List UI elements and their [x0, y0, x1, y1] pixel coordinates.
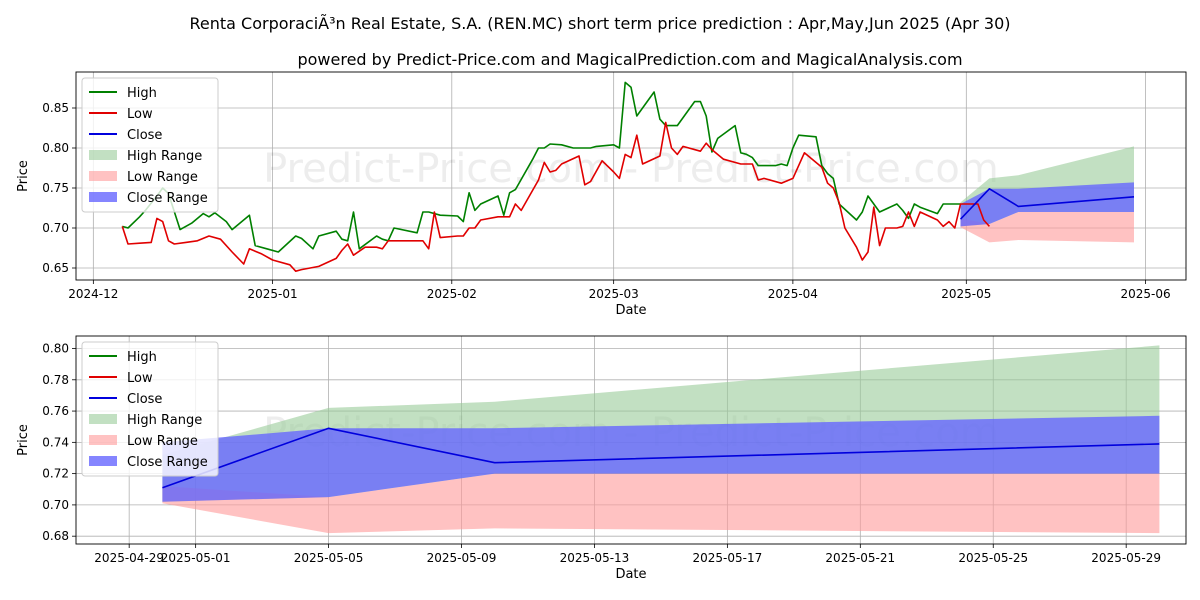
- top-panel: 2024-12 2025-01 2025-02 2025-03 2025-04 2025-…: [16, 71, 1187, 318]
- x-tick-label: 2025-02: [427, 287, 477, 301]
- x-tick-label: 2025-01: [247, 287, 297, 301]
- x-axis-label: Date: [615, 567, 646, 582]
- x-tick-label: 2025-05: [941, 287, 991, 301]
- plot-frame: [75, 71, 1187, 281]
- y-tick-label: 0.74: [42, 435, 69, 449]
- y-axis-label: Price: [16, 160, 31, 192]
- y-tick-label: 0.85: [42, 101, 69, 115]
- x-tick-label: 2025-05-21: [825, 551, 895, 565]
- x-tick-label: 2025-05-29: [1091, 551, 1161, 565]
- legend-swatch-close-range: [89, 192, 117, 202]
- y-tick-label: 0.70: [42, 498, 69, 512]
- legend-label-low: Low: [127, 371, 153, 386]
- x-tick-label: 2025-05-17: [693, 551, 763, 565]
- low-range-band: [960, 212, 1134, 243]
- legend-swatch-low-range: [89, 435, 117, 445]
- x-tick-label: 2025-05-09: [427, 551, 497, 565]
- legend-swatch-high-range: [89, 414, 117, 424]
- x-tick-label: 2025-04: [768, 287, 818, 301]
- x-tick-label: 2025-03: [589, 287, 639, 301]
- x-axis-label: Date: [615, 303, 646, 318]
- legend-label-close: Close: [127, 392, 162, 407]
- legend-swatch-high-range: [89, 150, 117, 160]
- chart-subtitle: powered by Predict-Price.com and Magical…: [297, 50, 962, 69]
- legend-label-low-range: Low Range: [127, 170, 198, 185]
- legend-label-low: Low: [127, 107, 153, 122]
- close-line: [959, 188, 1135, 220]
- legend-label-close-range: Close Range: [127, 455, 208, 470]
- legend-label-low-range: Low Range: [127, 434, 198, 449]
- legend-swatch-close-range: [89, 456, 117, 466]
- plot-frame: [75, 335, 1187, 545]
- y-axis-label: Price: [16, 424, 31, 456]
- legend-label-high: High: [127, 350, 157, 365]
- close-line: [162, 427, 1160, 489]
- legend-label-close-range: Close Range: [127, 191, 208, 206]
- x-tick-label: 2025-05-25: [958, 551, 1028, 565]
- close-range-band: [162, 415, 1160, 502]
- x-tick-label: 2025-05-13: [560, 551, 630, 565]
- y-tick-label: 0.80: [42, 342, 69, 356]
- low-range-band: [162, 473, 1160, 534]
- chart-title: Renta CorporaciÃ³n Real Estate, S.A. (RE…: [190, 14, 1011, 33]
- y-tick-label: 0.75: [42, 181, 69, 195]
- y-tick-label: 0.76: [42, 404, 69, 418]
- legend-label-high-range: High Range: [127, 413, 202, 428]
- y-tick-label: 0.65: [42, 261, 69, 275]
- legend-label-close: Close: [127, 128, 162, 143]
- x-tick-label: 2025-05-01: [161, 551, 231, 565]
- legend-swatch-low-range: [89, 171, 117, 181]
- legend-label-high: High: [127, 86, 157, 101]
- legend-label-high-range: High Range: [127, 149, 202, 164]
- y-tick-label: 0.70: [42, 221, 69, 235]
- y-tick-label: 0.68: [42, 529, 69, 543]
- x-tick-label: 2025-04-29: [94, 551, 164, 565]
- y-tick-label: 0.80: [42, 141, 69, 155]
- watermark: Predict-Price.com - Predict-Price.com: [263, 146, 999, 192]
- x-tick-label: 2024-12: [68, 287, 118, 301]
- x-tick-label: 2025-06: [1120, 287, 1170, 301]
- high-line: [122, 81, 961, 253]
- x-tick-label: 2025-05-05: [294, 551, 364, 565]
- y-tick-label: 0.72: [42, 467, 69, 481]
- y-tick-label: 0.78: [42, 373, 69, 387]
- low-line: [121, 121, 990, 273]
